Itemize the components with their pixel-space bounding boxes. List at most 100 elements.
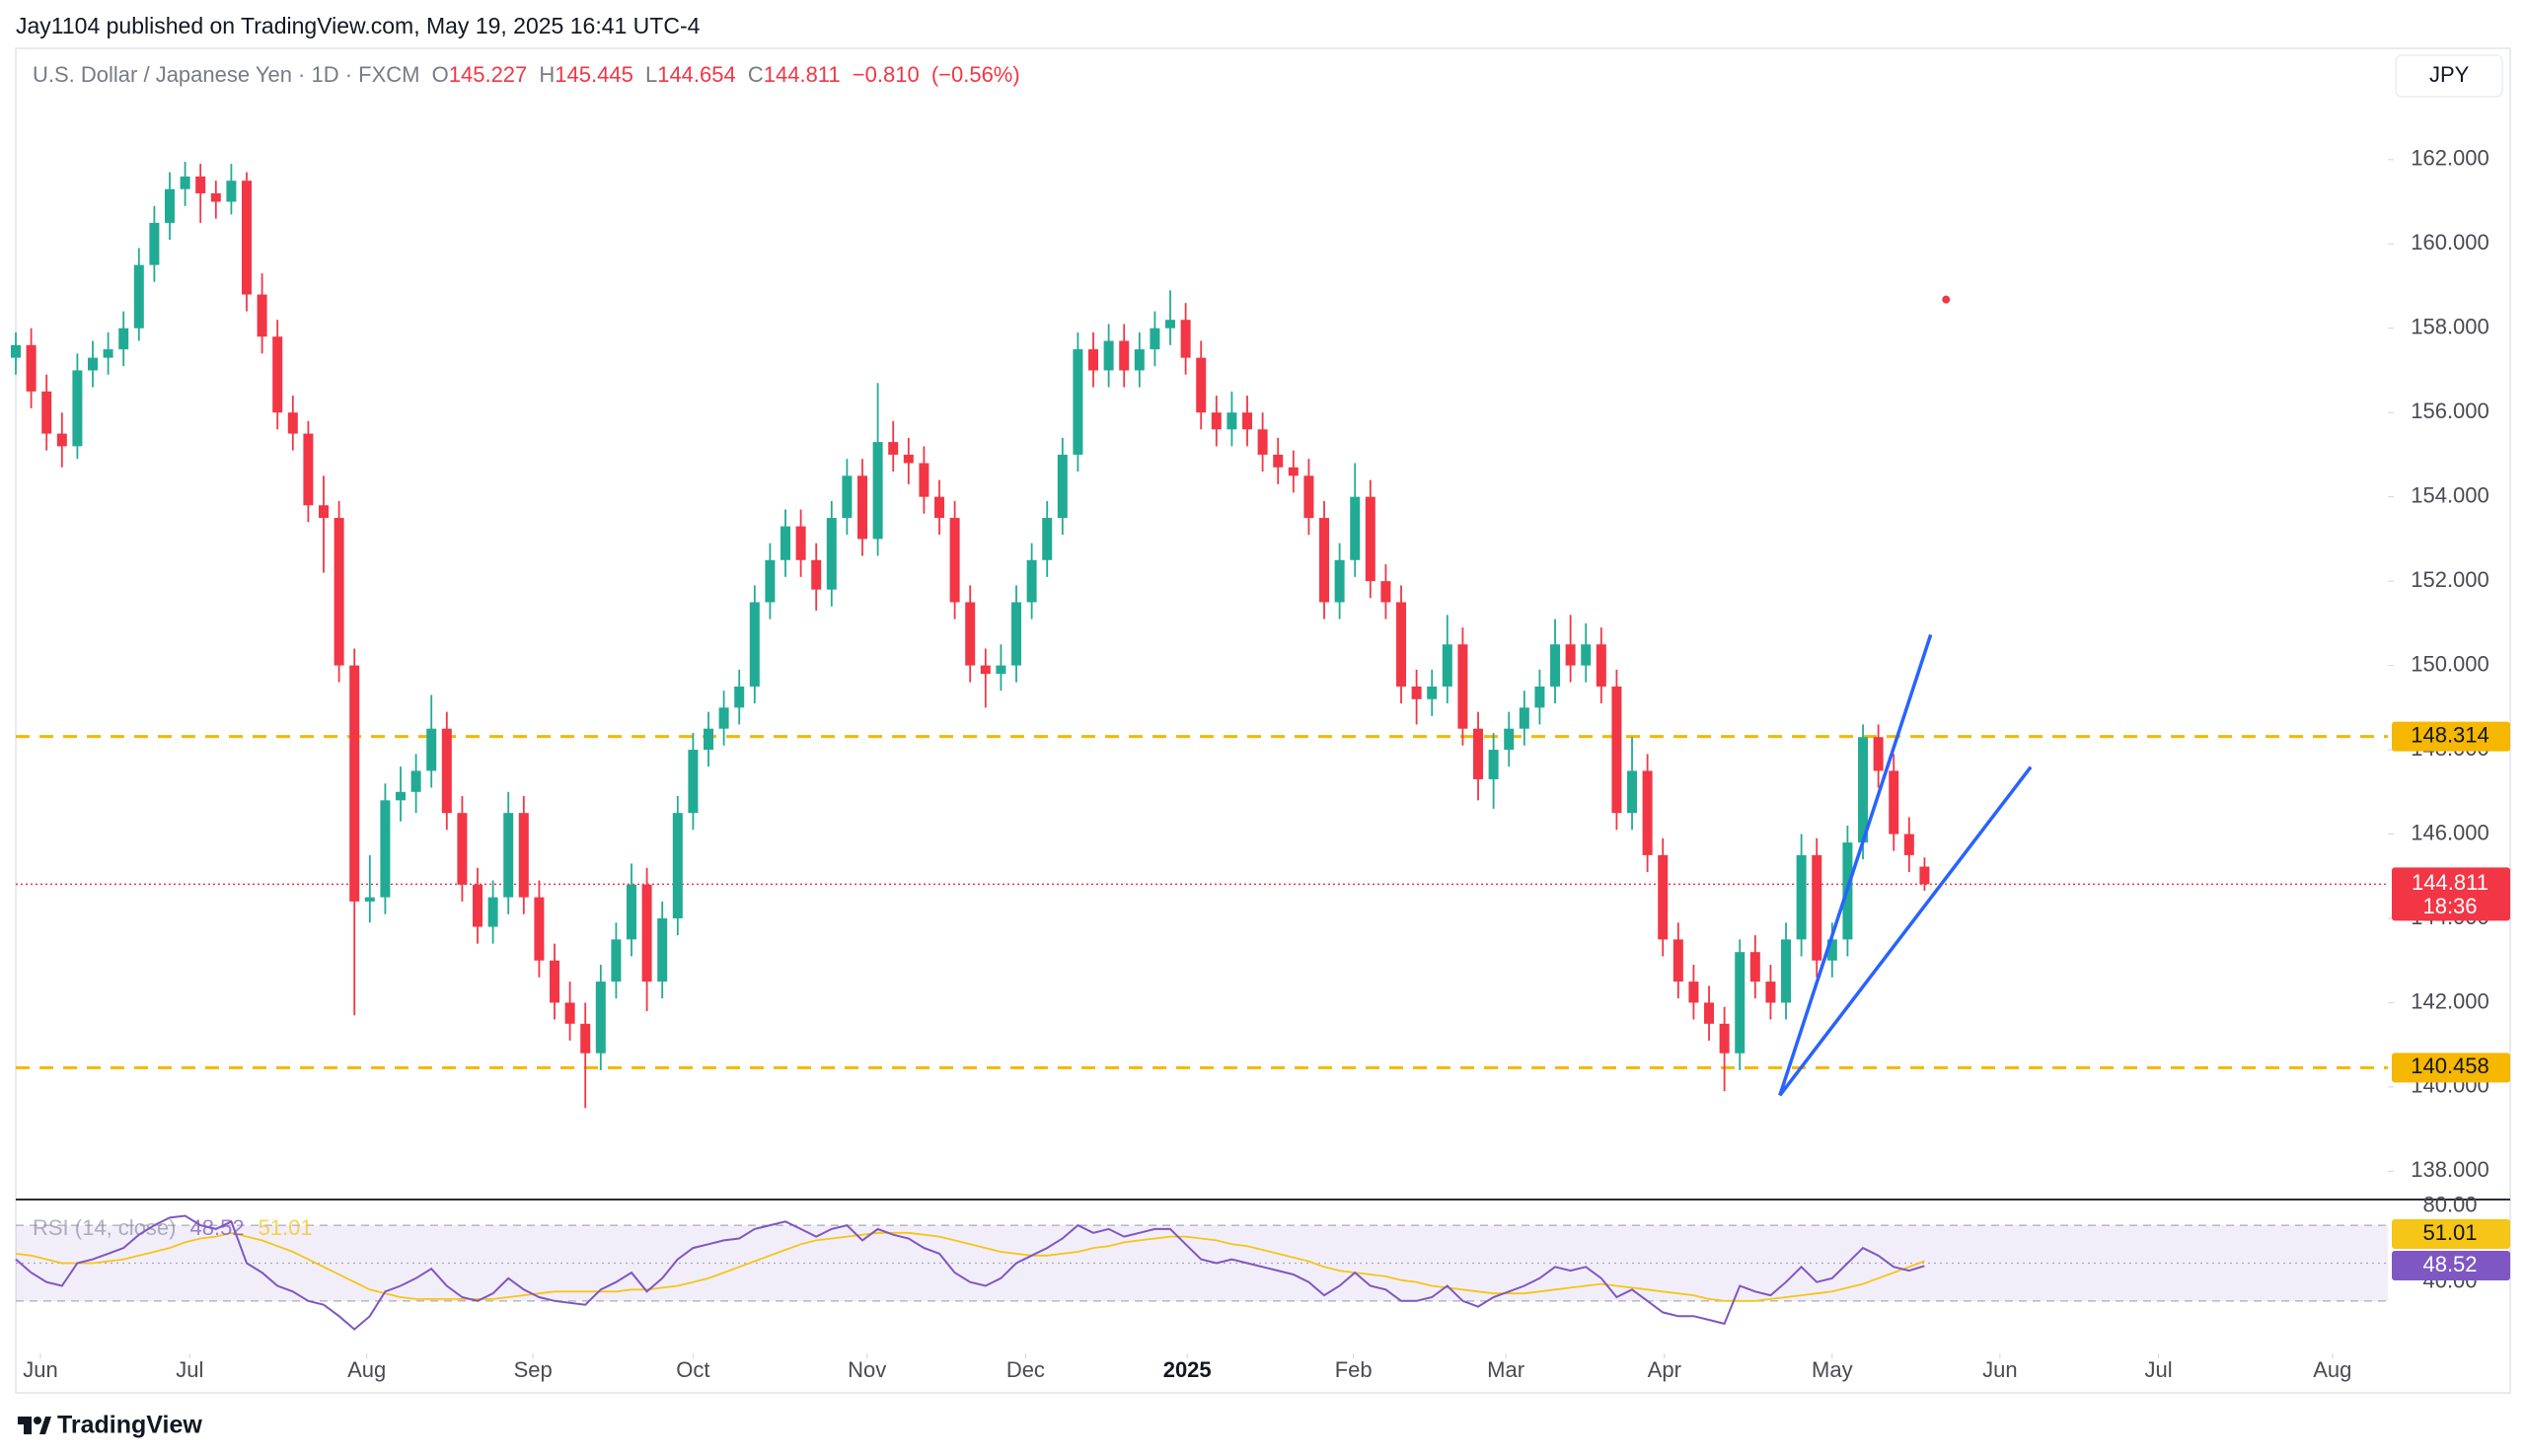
candle-body — [242, 181, 253, 295]
currency-button[interactable] — [2395, 54, 2503, 98]
candle-body — [657, 917, 668, 983]
candle-body — [303, 433, 314, 506]
candle-body — [149, 222, 160, 265]
candle-body — [180, 176, 190, 189]
ohlc-value: 144.811 — [764, 62, 841, 87]
marker — [1942, 295, 1951, 304]
rsi-line — [15, 1214, 1925, 1331]
y-tick-label: 156.000 — [2411, 399, 2489, 423]
y-tick-label: 162.000 — [2411, 146, 2489, 171]
logo-shape — [34, 1417, 41, 1424]
candle-body — [1812, 854, 1822, 961]
candle-body — [872, 442, 883, 540]
candle-body — [1550, 644, 1561, 687]
x-tick-label: Jul — [2144, 1357, 2172, 1382]
candle-body — [704, 728, 714, 751]
candle-body — [1873, 737, 1884, 771]
candle-body — [734, 686, 745, 708]
candle-body — [1858, 737, 1869, 843]
candle-body — [888, 442, 899, 455]
candle-body — [1073, 349, 1083, 455]
candle-body — [1627, 770, 1638, 814]
candle-body — [1196, 357, 1207, 413]
change-percent: (−0.56%) — [931, 62, 1020, 87]
candle-body — [319, 505, 330, 519]
candle-body — [1658, 854, 1669, 940]
candle-body — [1596, 644, 1606, 687]
logo-shape — [24, 1417, 32, 1434]
candle-body — [1288, 467, 1299, 476]
candle-body — [426, 728, 437, 771]
candle-body — [1442, 644, 1452, 687]
candle-body — [826, 518, 837, 590]
candle-body — [1350, 496, 1361, 560]
candle-body — [564, 1002, 575, 1024]
candle-body — [1334, 559, 1345, 603]
candle-body — [272, 336, 283, 413]
x-tick-label: Jul — [176, 1357, 203, 1382]
candle-body — [334, 518, 344, 666]
candle-body — [1150, 328, 1160, 350]
candle-body — [1365, 496, 1375, 582]
candle-body — [1427, 686, 1438, 699]
candle-body — [410, 770, 421, 792]
candle-body — [1057, 454, 1068, 519]
rsi-badge-label: 51.01 — [2422, 1220, 2477, 1245]
candle-body — [842, 475, 853, 519]
level-label: 140.458 — [2411, 1054, 2489, 1078]
candle-body — [26, 344, 37, 392]
candle-body — [1488, 750, 1499, 779]
candle-body — [457, 813, 468, 885]
chart-frame — [15, 47, 2511, 1394]
candle-body — [672, 813, 683, 918]
logo-shape — [39, 1417, 51, 1434]
candle-body — [611, 939, 622, 983]
x-tick-label: Jun — [23, 1357, 57, 1382]
candle-body — [1781, 939, 1792, 1003]
candle-body — [1396, 602, 1407, 687]
ohlc-letter: H — [539, 62, 555, 87]
candle-body — [1319, 518, 1330, 603]
candle-body — [749, 602, 760, 687]
publisher: Jay1104 published on TradingView.com, Ma… — [16, 13, 701, 38]
candle-body — [11, 344, 21, 358]
candle-body — [1211, 412, 1222, 430]
ohlc-value: 144.654 — [657, 62, 736, 87]
candle-body — [1889, 770, 1899, 835]
x-tick-label: Mar — [1487, 1357, 1524, 1382]
y-tick-label: 160.000 — [2411, 230, 2489, 255]
candle-body — [1765, 982, 1776, 1003]
candle-body — [257, 294, 267, 337]
candle-body — [1180, 320, 1191, 358]
countdown: 18:36 — [2422, 894, 2477, 918]
x-tick-label: 2025 — [1163, 1357, 1212, 1382]
ohlc-value: 145.445 — [555, 62, 633, 87]
y-tick-label: 138.000 — [2411, 1157, 2489, 1182]
candle-body — [210, 192, 221, 202]
x-tick-label: Feb — [1335, 1357, 1373, 1382]
candle-body — [1303, 475, 1314, 519]
candle-body — [1457, 644, 1468, 729]
level-label: 148.314 — [2411, 722, 2489, 747]
candle-body — [641, 884, 652, 983]
candle-body — [1042, 518, 1053, 560]
candle-body — [1380, 581, 1391, 603]
ohlc-letter: L — [645, 62, 657, 87]
candle-body — [780, 526, 791, 560]
candle-body — [765, 559, 776, 603]
candle-body — [1719, 1023, 1730, 1054]
currency[interactable]: JPY — [2429, 62, 2470, 87]
candle-body — [1672, 939, 1683, 983]
x-tick-label: May — [1812, 1357, 1853, 1382]
x-tick-label: Aug — [347, 1357, 386, 1382]
candle-body — [965, 602, 976, 666]
candle-body — [1411, 686, 1422, 699]
candle-body — [1903, 834, 1914, 855]
candle-body — [380, 800, 391, 898]
candle-body — [1504, 728, 1515, 751]
candle-body — [1519, 707, 1529, 729]
symbol-line: U.S. Dollar / Japanese Yen · 1D · FXCM O… — [33, 62, 1020, 87]
candle-body — [1919, 866, 1930, 885]
